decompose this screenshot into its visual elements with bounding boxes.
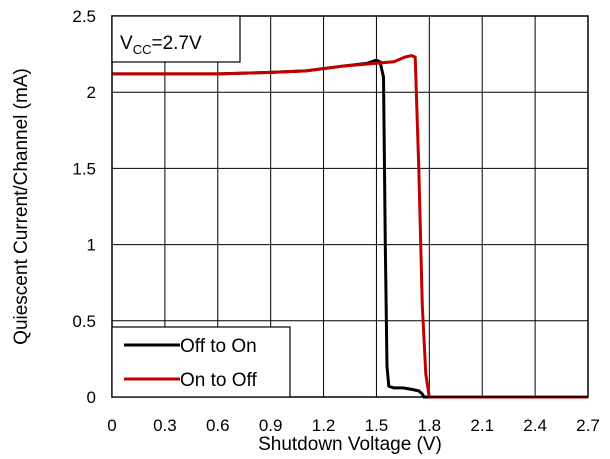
x-tick-label: 0.9 [259,416,283,435]
y-tick-label: 2.5 [72,7,96,26]
x-tick-label: 1.2 [312,416,336,435]
y-tick-labels: 0 0.5 1 1.5 2 2.5 [72,7,96,407]
vcc-annotation-text: VCC=2.7V [120,33,202,57]
x-tick-label: 2.4 [523,416,547,435]
vcc-prefix: V [120,33,133,54]
y-tick-label: 1.5 [72,159,96,178]
grid [112,16,588,397]
y-tick-label: 1 [87,236,96,255]
plot-frame [111,15,589,398]
legend-label-on-to-off: On to Off [180,370,257,391]
y-tick-label: 0.5 [72,312,96,331]
x-tick-label: 1.8 [418,416,442,435]
x-tick-label: 0.6 [206,416,230,435]
x-tick-labels: 0 0.3 0.6 0.9 1.2 1.5 1.8 2.1 2.4 2.7 [107,416,600,435]
vcc-subscript: CC [133,42,152,57]
x-tick-label: 2.1 [470,416,494,435]
legend-box [111,326,291,398]
vcc-annotation-box [111,15,241,63]
y-axis-title: Quiescent Current/Channel (mA) [11,68,32,345]
vcc-suffix: =2.7V [151,33,202,54]
legend: Off to On On to Off [111,326,291,398]
x-tick-label: 1.5 [365,416,389,435]
x-tick-label: 2.7 [576,416,600,435]
x-tick-label: 0 [107,416,116,435]
x-tick-label: 0.3 [153,416,177,435]
y-tick-label: 2 [87,83,96,102]
vcc-annotation: VCC=2.7V [111,15,241,63]
x-axis-title: Shutdown Voltage (V) [258,434,442,455]
legend-label-off-to-on: Off to On [180,336,257,357]
y-tick-label: 0 [87,388,96,407]
